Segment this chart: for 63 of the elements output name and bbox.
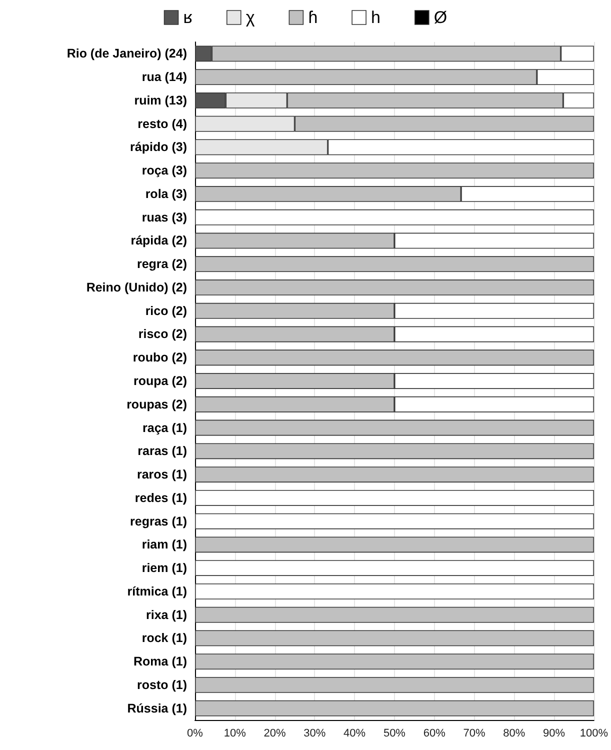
x-tick-label: 70% <box>463 728 486 740</box>
y-tick-label: roupas (2) <box>126 397 187 412</box>
x-tick-label: 40% <box>344 728 366 740</box>
bar <box>195 209 594 226</box>
y-tick-label: Reino (Unido) (2) <box>86 280 187 294</box>
y-tick-label: rixa (1) <box>146 608 187 622</box>
y-tick-label: raras (1) <box>138 444 187 458</box>
bar <box>195 420 594 436</box>
bar <box>195 513 594 530</box>
y-tick-label: resto (4) <box>138 116 187 131</box>
x-tick-label: 80% <box>503 728 526 740</box>
legend-label: ɦ <box>308 8 318 27</box>
bar <box>195 606 594 623</box>
y-tick-label: rua (14) <box>142 70 187 84</box>
y-tick-label: roça (3) <box>142 164 187 178</box>
y-tick-label: raros (1) <box>136 468 187 482</box>
x-tick-label: 90% <box>543 728 566 740</box>
x-tick-label: 60% <box>423 728 446 740</box>
bar <box>195 466 594 482</box>
y-tick-label: raça (1) <box>142 420 187 435</box>
bar <box>195 443 594 460</box>
bar <box>195 536 594 553</box>
y-tick-label: rítmica (1) <box>127 584 187 598</box>
bar <box>195 280 594 296</box>
bar <box>195 700 594 716</box>
y-tick-label: rock (1) <box>142 631 187 646</box>
bar <box>195 654 594 670</box>
legend-label: ʁ <box>183 8 192 27</box>
x-tick-label: 10% <box>224 728 246 740</box>
y-tick-label: rápida (2) <box>130 234 187 248</box>
bar <box>195 630 594 646</box>
bar <box>195 676 594 693</box>
bar <box>195 162 594 179</box>
y-tick-label: roupa (2) <box>134 374 187 388</box>
y-tick-label: rosto (1) <box>137 678 187 692</box>
x-tick-label: 30% <box>304 728 326 740</box>
x-tick-label: 20% <box>264 728 286 740</box>
bar <box>195 490 594 506</box>
legend-label: h <box>371 8 381 27</box>
x-tick-label: 0% <box>187 728 204 740</box>
x-tick-label: 50% <box>383 728 406 740</box>
y-tick-label: Rússia (1) <box>127 701 187 716</box>
bar <box>195 256 594 272</box>
y-tick-label: redes (1) <box>134 490 187 505</box>
x-tick-label: 100% <box>580 728 608 740</box>
y-tick-label: risco (2) <box>138 327 187 342</box>
y-tick-label: rápido (3) <box>130 140 187 154</box>
legend-label: χ <box>246 8 255 27</box>
y-tick-label: riem (1) <box>142 561 187 576</box>
bar <box>195 350 594 366</box>
y-tick-label: regra (2) <box>136 257 187 272</box>
y-tick-label: regras (1) <box>130 514 187 528</box>
y-tick-label: Roma (1) <box>134 654 187 669</box>
y-tick-label: Rio (de Janeiro) (24) <box>66 46 187 61</box>
y-tick-label: ruas (3) <box>142 210 187 224</box>
y-tick-label: roubo (2) <box>132 350 187 365</box>
y-tick-label: ruim (13) <box>134 93 187 108</box>
bar <box>195 560 594 576</box>
bar <box>195 583 594 600</box>
y-tick-label: rola (3) <box>145 186 187 201</box>
y-tick-label: riam (1) <box>142 538 187 552</box>
legend-label: Ø <box>434 8 448 27</box>
y-tick-label: rico (2) <box>145 304 187 318</box>
